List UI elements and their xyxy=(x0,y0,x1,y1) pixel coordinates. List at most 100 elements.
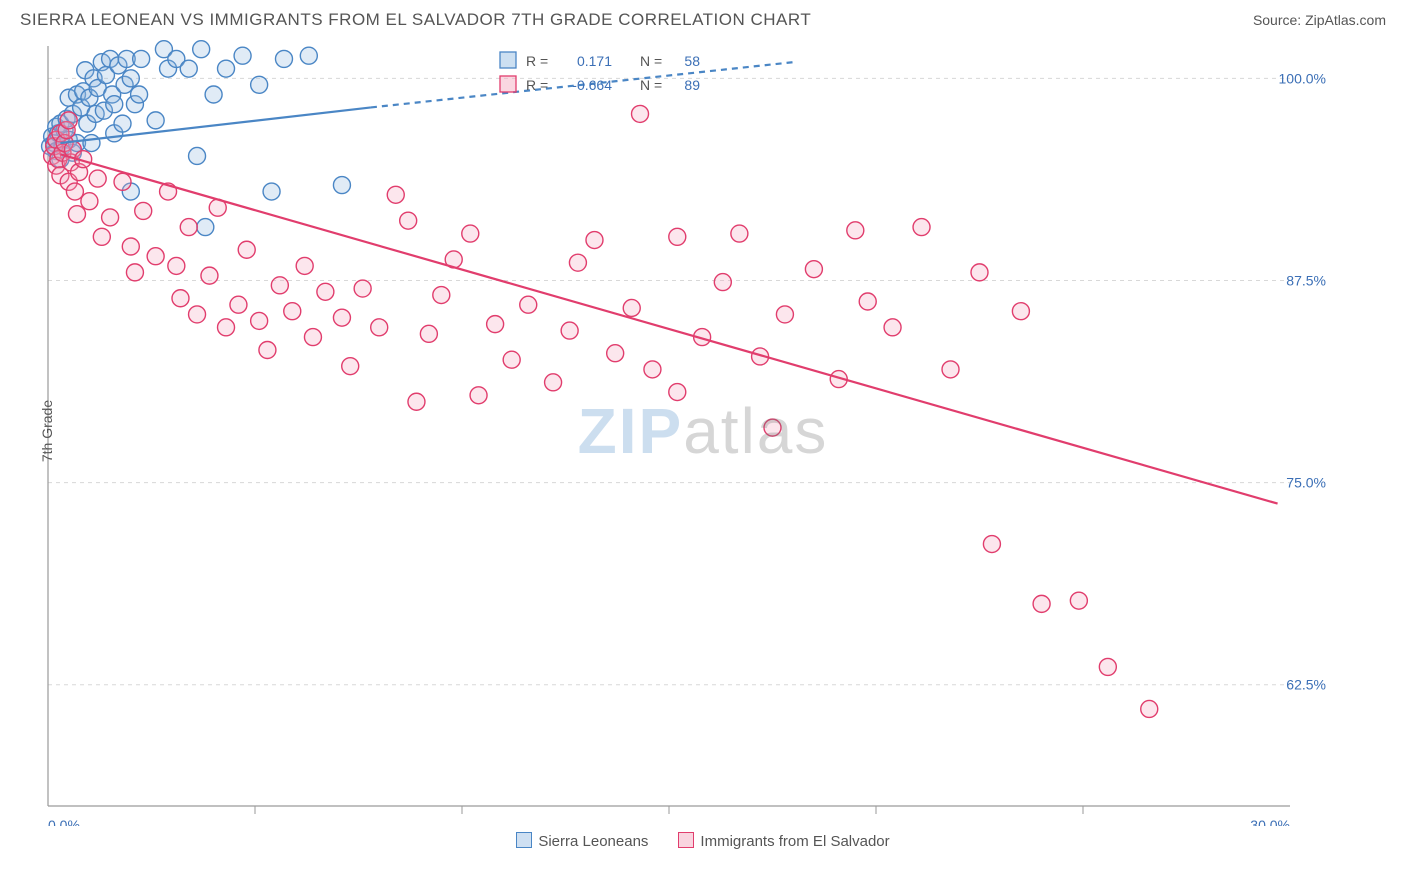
data-point xyxy=(259,342,276,359)
data-point xyxy=(300,47,317,64)
data-point xyxy=(545,374,562,391)
data-point xyxy=(408,393,425,410)
legend-swatch xyxy=(516,832,532,848)
data-point xyxy=(189,306,206,323)
chart-title: SIERRA LEONEAN VS IMMIGRANTS FROM EL SAL… xyxy=(20,10,811,30)
data-point xyxy=(93,228,110,245)
data-point xyxy=(89,170,106,187)
data-point xyxy=(135,202,152,219)
data-point xyxy=(304,329,321,346)
data-point xyxy=(1033,595,1050,612)
y-tick-label: 100.0% xyxy=(1279,70,1326,86)
data-point xyxy=(193,41,210,58)
legend-item: Immigrants from El Salvador xyxy=(678,832,889,850)
chart-container: 7th Grade 0.0% 30.0% 62.5% 75.0% 87.5% 100.0%… xyxy=(20,36,1386,826)
legend-bottom: Sierra Leoneans Immigrants from El Salvad… xyxy=(0,832,1406,850)
data-point xyxy=(371,319,388,336)
y-tick-label: 62.5% xyxy=(1286,677,1326,693)
data-point xyxy=(847,222,864,239)
trend-line xyxy=(60,154,1277,503)
data-point xyxy=(1070,592,1087,609)
data-point xyxy=(81,193,98,210)
data-point xyxy=(189,147,206,164)
legend-R-label: R = xyxy=(526,53,548,69)
data-point xyxy=(561,322,578,339)
data-point xyxy=(714,274,731,291)
data-point xyxy=(133,50,150,67)
data-point xyxy=(884,319,901,336)
data-point xyxy=(102,209,119,226)
legend-swatch xyxy=(500,52,516,68)
data-point xyxy=(623,299,640,316)
data-point xyxy=(470,387,487,404)
data-point xyxy=(126,264,143,281)
data-point xyxy=(913,219,930,236)
legend-N-label: N = xyxy=(640,77,662,93)
data-point xyxy=(569,254,586,271)
data-point xyxy=(201,267,218,284)
data-point xyxy=(503,351,520,368)
legend-R-value: -0.664 xyxy=(572,77,612,93)
data-point xyxy=(805,261,822,278)
legend-N-value: 58 xyxy=(684,53,700,69)
data-point xyxy=(271,277,288,294)
data-point xyxy=(284,303,301,320)
scatter-chart: 0.0% 30.0% 62.5% 75.0% 87.5% 100.0% R = 0.171 N … xyxy=(20,36,1330,826)
legend-R-label: R = xyxy=(526,77,548,93)
legend-swatch xyxy=(678,832,694,848)
data-point xyxy=(66,183,83,200)
legend-item: Sierra Leoneans xyxy=(516,832,648,850)
data-point xyxy=(251,76,268,93)
data-point xyxy=(180,60,197,77)
legend-N-value: 89 xyxy=(684,77,700,93)
data-point xyxy=(420,325,437,342)
data-point xyxy=(1012,303,1029,320)
data-point xyxy=(114,173,131,190)
data-point xyxy=(669,384,686,401)
legend-label: Immigrants from El Salvador xyxy=(700,833,889,850)
data-point xyxy=(776,306,793,323)
data-point xyxy=(764,419,781,436)
data-point xyxy=(586,232,603,249)
data-point xyxy=(433,287,450,304)
data-point xyxy=(68,206,85,223)
source-label: Source: ZipAtlas.com xyxy=(1253,12,1386,28)
data-point xyxy=(180,219,197,236)
data-point xyxy=(333,309,350,326)
y-tick-label: 75.0% xyxy=(1286,475,1326,491)
data-point xyxy=(296,257,313,274)
data-point xyxy=(1141,700,1158,717)
data-point xyxy=(172,290,189,307)
data-point xyxy=(218,319,235,336)
legend-R-value: 0.171 xyxy=(577,53,612,69)
y-axis-label: 7th Grade xyxy=(39,400,55,462)
data-point xyxy=(462,225,479,242)
data-point xyxy=(251,312,268,329)
data-point xyxy=(238,241,255,258)
data-point xyxy=(275,50,292,67)
y-tick-label: 87.5% xyxy=(1286,272,1326,288)
x-tick-label: 30.0% xyxy=(1250,817,1290,826)
data-point xyxy=(859,293,876,310)
data-point xyxy=(106,96,123,113)
data-point xyxy=(607,345,624,362)
data-point xyxy=(520,296,537,313)
data-point xyxy=(333,177,350,194)
data-point xyxy=(147,248,164,265)
data-point xyxy=(632,105,649,122)
data-point xyxy=(168,257,185,274)
data-point xyxy=(731,225,748,242)
data-point xyxy=(114,115,131,132)
x-tick-label: 0.0% xyxy=(48,817,80,826)
data-point xyxy=(1099,658,1116,675)
legend-label: Sierra Leoneans xyxy=(538,833,648,850)
data-point xyxy=(60,112,77,129)
data-point xyxy=(83,135,100,152)
data-point xyxy=(131,86,148,103)
data-point xyxy=(234,47,251,64)
data-point xyxy=(122,70,139,87)
data-point xyxy=(971,264,988,281)
data-point xyxy=(644,361,661,378)
data-point xyxy=(122,238,139,255)
data-point xyxy=(230,296,247,313)
